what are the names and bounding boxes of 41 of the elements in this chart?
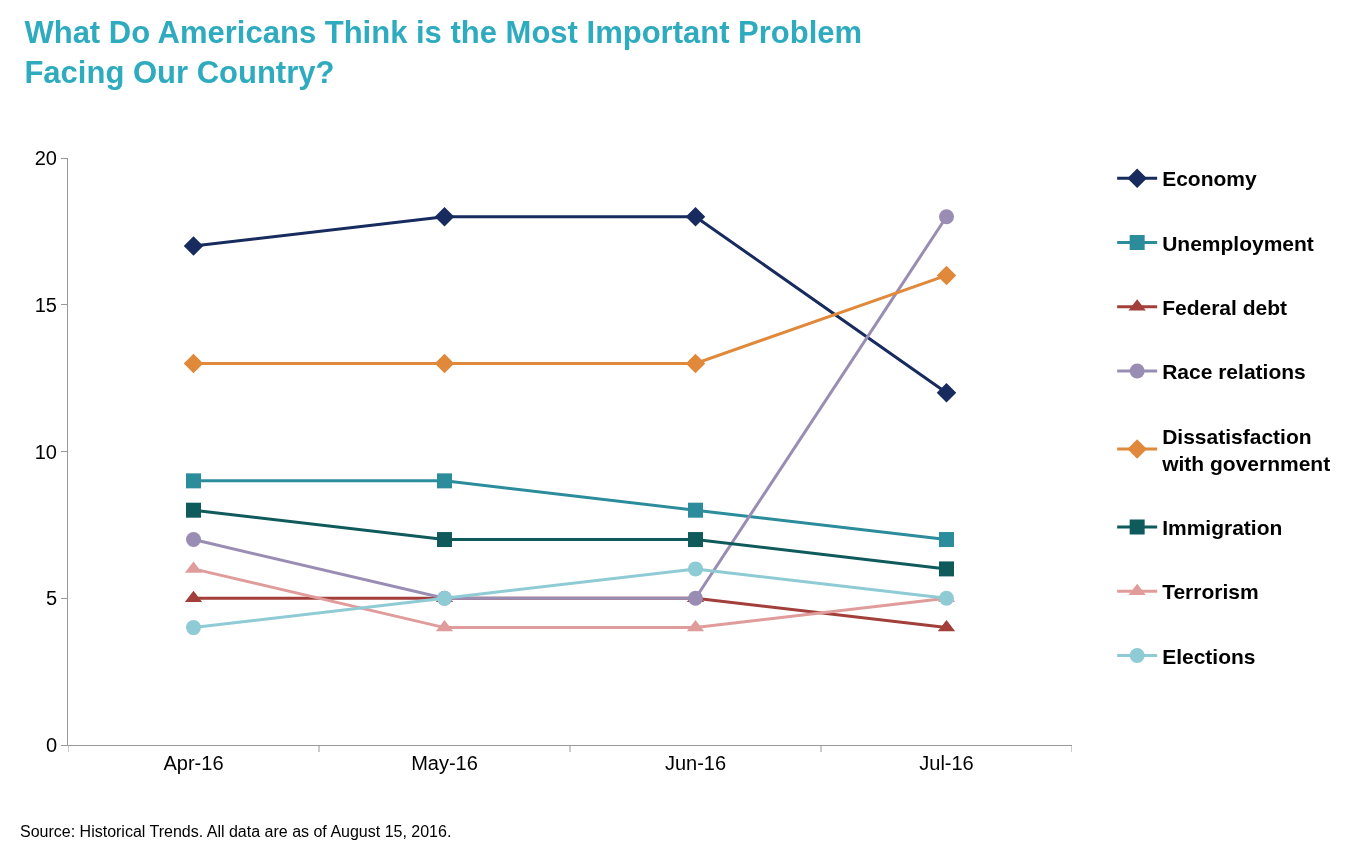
point <box>939 590 954 606</box>
legend-label: Immigration <box>1162 516 1283 540</box>
x-tick-label: May-16 <box>411 752 478 774</box>
point <box>434 353 455 374</box>
y-tick-label: 20 <box>34 147 57 169</box>
point <box>186 502 201 518</box>
legend-label: Dissatisfaction with government <box>1161 424 1331 475</box>
chart-title: What Do Americans Think is the Most Important Problem Facing Our Country? <box>24 14 863 91</box>
point <box>437 532 452 548</box>
source-note: Source: Historical Trends. All data are as of August 15, 2016. <box>20 823 452 840</box>
legend-label: Economy <box>1162 167 1257 191</box>
point <box>685 206 706 227</box>
y-tick-label: 10 <box>34 440 57 463</box>
point <box>183 236 204 256</box>
x-tick-label: Jul-16 <box>919 752 974 774</box>
point <box>437 473 452 489</box>
legend-label: Terrorism <box>1162 580 1259 604</box>
x-tick-label: Apr-16 <box>163 752 224 774</box>
point <box>434 206 455 227</box>
legend-label: Elections <box>1162 644 1256 668</box>
point <box>186 620 201 636</box>
point <box>186 473 201 489</box>
point <box>685 353 706 374</box>
x-tick-label: Jun-16 <box>664 752 727 774</box>
point <box>688 502 703 518</box>
point <box>936 265 957 286</box>
y-tick-label: 5 <box>45 587 57 610</box>
legend-label: Race relations <box>1162 360 1306 384</box>
point <box>939 209 954 225</box>
point <box>688 532 703 548</box>
y-tick-label: 0 <box>45 734 57 756</box>
legend-label: Unemployment <box>1162 231 1314 255</box>
point <box>939 561 954 577</box>
point <box>939 532 954 548</box>
legend-label: Federal debt <box>1162 295 1288 319</box>
y-tick-label: 15 <box>34 293 57 316</box>
point <box>688 590 703 606</box>
point <box>688 561 703 577</box>
point <box>183 353 204 374</box>
point <box>186 532 201 548</box>
point <box>936 383 957 403</box>
